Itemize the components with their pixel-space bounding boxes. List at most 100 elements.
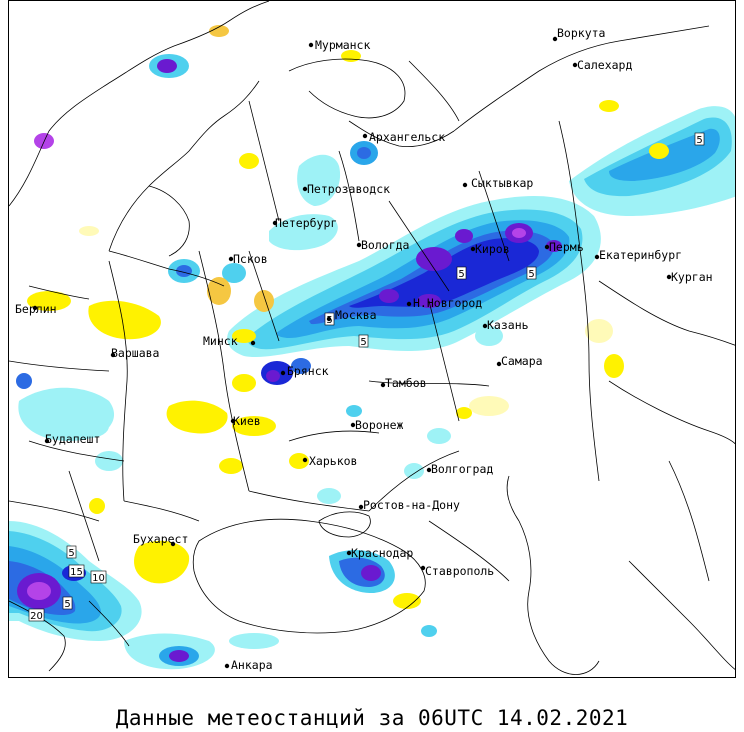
- svg-text:10: 10: [92, 573, 105, 584]
- city-kharkov: Харьков: [302, 454, 357, 468]
- city-marker: [308, 42, 314, 48]
- city-marker: [350, 422, 356, 428]
- city-marker: [482, 323, 488, 329]
- city-krasnodar: Краснодар: [346, 546, 413, 560]
- city-label: Бухарест: [133, 532, 188, 546]
- city-label: Берлин: [15, 302, 57, 316]
- city-marker: [420, 565, 426, 571]
- city-marker: [358, 504, 364, 510]
- city-label: Харьков: [309, 454, 357, 468]
- city-budapesht: Будапешт: [44, 432, 100, 446]
- city-berlin: Берлин: [15, 302, 57, 316]
- city-marker: [110, 352, 116, 358]
- city-samara: Самара: [496, 354, 543, 368]
- city-label: Архангельск: [369, 130, 445, 144]
- city-label: Варшава: [111, 346, 159, 360]
- city-vologda: Вологда: [356, 238, 409, 252]
- city-marker: [544, 244, 550, 250]
- city-marker: [230, 418, 236, 424]
- city-marker: [594, 254, 600, 260]
- city-marker: [302, 186, 308, 192]
- city-nnovgorod: Н.Новгород: [406, 296, 482, 310]
- city-label: Казань: [487, 318, 529, 332]
- city-marker: [224, 663, 230, 669]
- svg-text:5: 5: [64, 599, 70, 610]
- svg-text:5: 5: [458, 269, 464, 280]
- city-kazan: Казань: [482, 318, 529, 332]
- svg-text:5: 5: [696, 135, 702, 146]
- city-marker: [32, 305, 38, 311]
- city-varshava: Варшава: [110, 346, 159, 360]
- contour-label-c5-perm: 5: [526, 266, 537, 280]
- city-marker: [326, 316, 332, 322]
- city-label: Петербург: [275, 216, 337, 230]
- city-murmansk: Мурманск: [308, 38, 370, 52]
- city-peterburg: Петербург: [272, 216, 337, 230]
- map-canvas: 5555551510520 МурманскВоркутаСалехардАрх…: [9, 1, 735, 675]
- city-marker: [280, 370, 286, 376]
- city-label: Сыктывкар: [471, 176, 533, 190]
- city-label: Мурманск: [315, 38, 370, 52]
- city-label: Воронеж: [355, 418, 404, 432]
- city-label: Волгоград: [431, 462, 493, 476]
- city-label: Киров: [475, 242, 510, 256]
- city-label: Самара: [501, 354, 543, 368]
- city-perm: Пермь: [544, 240, 584, 254]
- contour-label-c5-balkan-top: 5: [66, 545, 77, 559]
- city-kirov: Киров: [470, 242, 510, 256]
- city-layer: Мурманск Воркута Салехард Архангельск Петроз…: [15, 26, 713, 672]
- city-marker: [470, 246, 476, 252]
- city-marker: [572, 62, 578, 68]
- city-ekaterinburg: Екатеринбург: [594, 248, 682, 262]
- city-label: Н.Новгород: [413, 296, 482, 310]
- city-petrozavodsk: Петрозаводск: [302, 182, 390, 196]
- city-label: Петрозаводск: [307, 182, 390, 196]
- city-kiev: Киев: [230, 414, 261, 428]
- city-marker: [346, 550, 352, 556]
- svg-text:5: 5: [68, 548, 74, 559]
- city-volgograd: Волгоград: [426, 462, 493, 476]
- city-marker: [552, 36, 558, 42]
- city-label: Салехард: [577, 58, 632, 72]
- city-label: Анкара: [231, 658, 273, 672]
- city-label: Минск: [203, 334, 238, 348]
- city-label: Киев: [233, 414, 261, 428]
- city-marker: [496, 361, 502, 367]
- city-marker: [380, 382, 386, 388]
- city-marker: [362, 133, 368, 139]
- city-marker: [44, 438, 50, 444]
- city-voronezh: Воронеж: [350, 418, 404, 432]
- city-label: Ставрополь: [425, 564, 494, 578]
- city-label: Вологда: [361, 238, 409, 252]
- city-rostov: Ростов-на-Дону: [358, 498, 460, 512]
- contour-label-c20-balkan: 20: [28, 608, 45, 622]
- svg-text:15: 15: [70, 567, 83, 578]
- city-vorkuta: Воркута: [552, 26, 605, 42]
- city-label: Псков: [233, 252, 268, 266]
- contour-label-c15-balkan: 15: [68, 564, 85, 578]
- city-label: Краснодар: [351, 546, 413, 560]
- city-arkhangelsk: Архангельск: [362, 130, 445, 144]
- city-label: Пермь: [549, 240, 584, 254]
- city-marker: [170, 541, 176, 547]
- city-pskov: Псков: [228, 252, 268, 266]
- city-marker: [250, 340, 256, 346]
- contour-label-c5-moscow-s: 5: [358, 334, 369, 348]
- city-label: Ростов-на-Дону: [363, 498, 460, 512]
- city-bryansk: Брянск: [280, 364, 329, 378]
- svg-text:20: 20: [30, 611, 43, 622]
- city-marker: [666, 274, 672, 280]
- city-marker: [356, 242, 362, 248]
- city-bukharest: Бухарест: [133, 532, 188, 547]
- city-marker: [426, 467, 432, 473]
- city-label: Воркута: [557, 26, 605, 40]
- city-minsk: Минск: [203, 334, 256, 348]
- city-label: Тамбов: [385, 376, 427, 390]
- city-tambov: Тамбов: [380, 376, 427, 390]
- city-marker: [228, 256, 234, 262]
- contour-label-c5-balkan-mid: 5: [62, 596, 73, 610]
- city-marker: [462, 182, 468, 188]
- precipitation-map: 5555551510520 МурманскВоркутаСалехардАрх…: [8, 0, 736, 678]
- city-label: Брянск: [287, 364, 329, 378]
- city-marker: [272, 220, 278, 226]
